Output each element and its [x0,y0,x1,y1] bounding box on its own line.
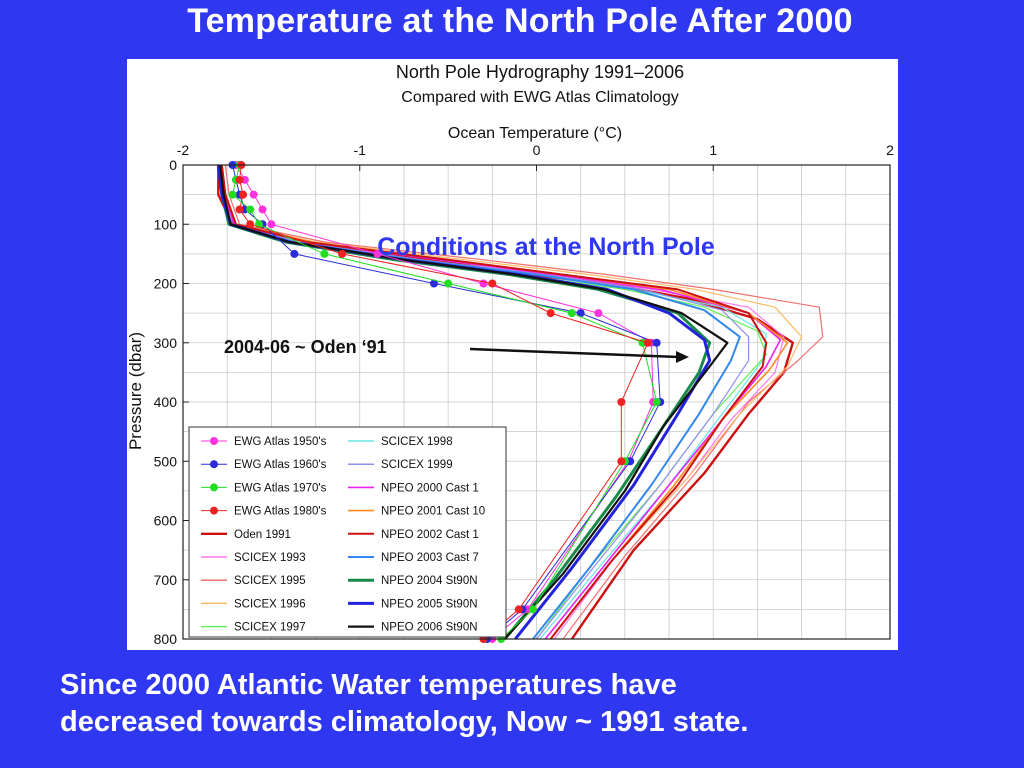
chart-panel: North Pole Hydrography 1991–2006 Compare… [127,59,898,650]
legend-label: NPEO 2001 Cast 10 [381,506,485,518]
data-point [320,249,329,258]
y-tick-label: 600 [154,513,178,529]
legend-label: SCICEX 1999 [381,459,453,471]
hydrography-chart: North Pole Hydrography 1991–2006 Compare… [127,62,894,647]
legend-marker [210,506,218,515]
x-tick-label: 1 [709,142,717,158]
conditions-annotation: Conditions at the North Pole [377,233,715,261]
data-point [594,309,603,318]
data-point [576,309,585,318]
data-point [528,605,537,614]
data-point [373,249,382,258]
legend-box [188,426,507,638]
oden-annotation: 2004-06 ~ Oden ‘91 [224,337,387,357]
data-point [290,249,299,258]
data-point [617,398,626,406]
legend-label: EWG Atlas 1950's [234,436,327,448]
data-point [652,398,661,406]
data-point [228,190,237,199]
y-tick-label: 400 [154,394,178,410]
legend-label: NPEO 2003 Cast 7 [381,552,479,564]
y-axis-label: Pressure (dbar) [127,332,145,450]
y-tick-label: 500 [154,453,178,469]
axes-layer: -2 -1 0 1 2 0 100 200 300 400 500 600 700 800 [154,142,894,647]
chart-title: North Pole Hydrography 1991–2006 [396,62,684,82]
caption-line-2: decreased towards climatology, Now ~ 199… [60,706,749,738]
x-tick-label: 2 [886,142,894,158]
data-point [258,205,267,214]
legend-label: SCICEX 1997 [234,622,306,634]
data-point [567,309,576,318]
legend-label: NPEO 2000 Cast 1 [381,482,479,494]
legend-marker [210,437,218,445]
data-point [643,338,652,347]
legend-label: NPEO 2006 St90N [381,622,478,634]
data-point [488,279,497,288]
data-point [514,605,523,614]
data-point [267,220,276,229]
y-tick-label: 0 [169,157,177,173]
data-point [239,190,248,199]
lines-layer [216,164,824,640]
data-point [617,457,626,466]
data-point [235,175,244,184]
legend-label: SCICEX 1996 [234,598,306,610]
legend-label: EWG Atlas 1980's [234,506,327,518]
legend-label: NPEO 2002 Cast 1 [381,529,479,541]
x-tick-label: 0 [533,142,541,158]
caption-line-1: Since 2000 Atlantic Water temperatures h… [60,669,677,701]
oden-annotation-arrowhead [676,351,689,363]
legend-label: SCICEX 1995 [234,575,306,587]
data-point [246,220,255,229]
legend-label: NPEO 2004 St90N [381,575,478,587]
slide-title: Temperature at the North Pole After 2000 [187,2,853,40]
data-point [246,205,255,214]
data-point [546,309,555,318]
legend: EWG Atlas 1950's EWG Atlas 1960's EWG Atla… [188,426,507,638]
x-tick-label: -1 [354,142,367,158]
legend-label: NPEO 2005 St90N [381,598,478,610]
legend-label: EWG Atlas 1970's [234,482,327,494]
y-tick-label: 300 [154,335,178,351]
y-tick-label: 800 [154,631,178,647]
legend-label: SCICEX 1993 [234,552,306,564]
chart-subtitle: Compared with EWG Atlas Climatology [401,89,678,106]
oden-annotation-arrow [469,347,680,359]
y-tick-label: 700 [154,572,178,588]
x-tick-label: -2 [177,142,190,158]
data-point [249,190,258,199]
data-point [444,279,453,288]
legend-label: EWG Atlas 1960's [234,459,327,471]
y-tick-label: 200 [154,276,178,292]
legend-marker [210,460,218,469]
data-point [652,338,661,347]
legend-label: Oden 1991 [234,529,291,541]
data-point [429,279,438,288]
data-point [235,205,244,214]
legend-marker [210,483,218,492]
series-line-6 [224,164,824,640]
y-tick-label: 100 [154,216,178,232]
data-point [338,249,347,258]
x-axis-label: Ocean Temperature (°C) [448,125,622,142]
slide-caption: Since 2000 Atlantic Water temperatures h… [60,667,1000,741]
legend-label: SCICEX 1998 [381,436,453,448]
series-line-17 [219,164,729,640]
